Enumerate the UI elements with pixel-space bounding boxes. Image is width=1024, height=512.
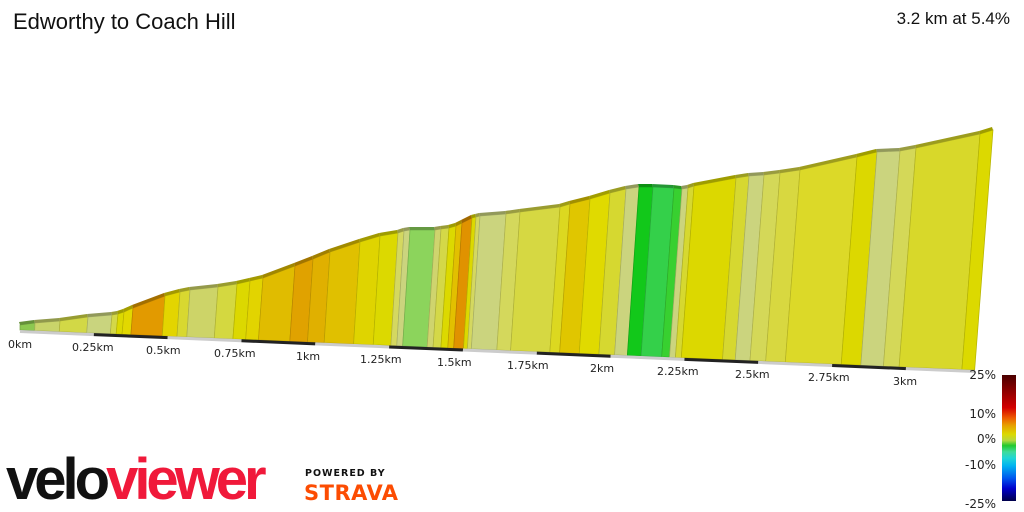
segment-top-edge <box>693 175 736 186</box>
segment-top-edge <box>899 145 916 151</box>
segment-top-edge <box>652 184 674 188</box>
segment-top-edge <box>409 227 435 230</box>
segment-top-edge <box>681 185 688 189</box>
segment-top-edge <box>915 131 980 148</box>
segment-top-edge <box>799 154 857 170</box>
distance-tick-label: 1km <box>296 349 321 363</box>
segment-top-edge <box>397 228 404 233</box>
segment-top-edge <box>471 214 476 218</box>
segment-top-edge <box>189 284 218 290</box>
segment-top-edge <box>179 287 190 292</box>
axis-band <box>19 330 94 337</box>
logo-velo: velo <box>6 447 110 512</box>
distance-tick-label: 2.75km <box>808 371 850 385</box>
segment-top-edge <box>117 309 124 314</box>
axis-band <box>536 351 611 358</box>
segment-top-edge <box>475 213 480 217</box>
segment-top-edge <box>403 227 410 231</box>
segment-top-edge <box>735 173 749 178</box>
segment-top-edge <box>569 196 590 204</box>
segment-top-edge <box>589 190 610 199</box>
segment-top-edge <box>505 209 520 214</box>
scale-label-10: 10% <box>969 407 996 421</box>
segment-top-edge <box>479 211 506 216</box>
distance-tick-label: 0.25km <box>72 340 114 354</box>
segment-top-edge <box>236 278 250 284</box>
segment-top-edge <box>876 148 900 152</box>
distance-tick-label: 0km <box>8 337 33 351</box>
segment-top-edge <box>132 293 165 308</box>
distance-tick-label: 2.5km <box>735 368 770 382</box>
distance-tick-label: 1.5km <box>437 355 472 369</box>
segment-top-edge <box>312 249 330 259</box>
gradient-segment <box>186 286 219 339</box>
powered-by-label: POWERED BY <box>305 468 386 479</box>
axis-band <box>241 339 316 346</box>
segment-top-edge <box>123 305 133 312</box>
segment-top-edge <box>687 183 694 188</box>
segment-title: Edworthy to Coach Hill <box>13 9 236 34</box>
segment-top-edge <box>979 127 993 134</box>
segment-top-edge <box>609 186 626 193</box>
axis-band <box>462 348 537 355</box>
segment-top-edge <box>461 215 472 223</box>
segment-top-edge <box>59 314 88 321</box>
scale-label-max: 25% <box>969 368 996 382</box>
segment-top-edge <box>87 312 112 317</box>
veloviewer-logo[interactable]: veloviewer <box>6 451 267 509</box>
segment-top-edge <box>763 170 780 175</box>
logo-viewer: viewer <box>106 447 267 512</box>
segment-top-edge <box>440 225 449 229</box>
scale-label-neg10: -10% <box>964 458 996 472</box>
segment-summary: 3.2 km at 5.4% <box>896 9 1010 28</box>
segment-top-edge <box>673 185 682 189</box>
strava-logo[interactable]: STRAVA <box>304 481 399 505</box>
gradient-segment <box>86 314 113 335</box>
axis-band <box>832 364 907 371</box>
segment-top-edge <box>519 204 560 212</box>
segment-top-edge <box>359 233 380 242</box>
segment-top-edge <box>34 318 60 323</box>
distance-tick-label: 3km <box>893 374 918 388</box>
distance-tick-label: 0.75km <box>214 346 256 360</box>
scale-label-0: 0% <box>976 432 996 446</box>
distance-tick-label: 2km <box>590 362 615 376</box>
axis-band <box>684 357 759 364</box>
segment-top-edge <box>217 281 237 287</box>
gradient-color-scale <box>1002 375 1016 501</box>
segment-top-edge <box>455 220 462 226</box>
distance-tick-label: 2.25km <box>657 365 699 379</box>
segment-top-edge <box>856 149 877 157</box>
axis-band <box>905 367 976 373</box>
axis-band <box>610 354 685 361</box>
segment-top-edge <box>164 289 180 296</box>
distance-tick-label: 0.5km <box>146 343 181 357</box>
segment-top-edge <box>329 239 360 252</box>
axis-band <box>389 345 464 352</box>
distance-tick-label: 1.25km <box>360 352 402 366</box>
segment-top-edge <box>559 201 570 207</box>
segment-top-edge <box>434 226 441 230</box>
segment-top-edge <box>638 184 653 187</box>
scale-label-min: -25% <box>964 497 996 511</box>
segment-top-edge <box>625 184 639 189</box>
distance-axis <box>19 330 976 373</box>
segment-top-edge <box>779 167 800 173</box>
segment-top-edge <box>379 230 398 236</box>
segment-top-edge <box>19 320 35 325</box>
segment-top-edge <box>249 275 263 281</box>
axis-band <box>167 336 242 343</box>
axis-band <box>93 333 168 340</box>
segment-top-edge <box>294 256 313 266</box>
gradient-segments <box>19 127 994 371</box>
segment-top-edge <box>448 223 456 228</box>
segment-top-edge <box>111 311 118 315</box>
distance-tick-label: 1.75km <box>507 358 549 372</box>
axis-band <box>758 360 833 368</box>
segment-top-edge <box>262 263 295 278</box>
segment-top-edge <box>748 172 764 176</box>
axis-band <box>315 342 390 349</box>
